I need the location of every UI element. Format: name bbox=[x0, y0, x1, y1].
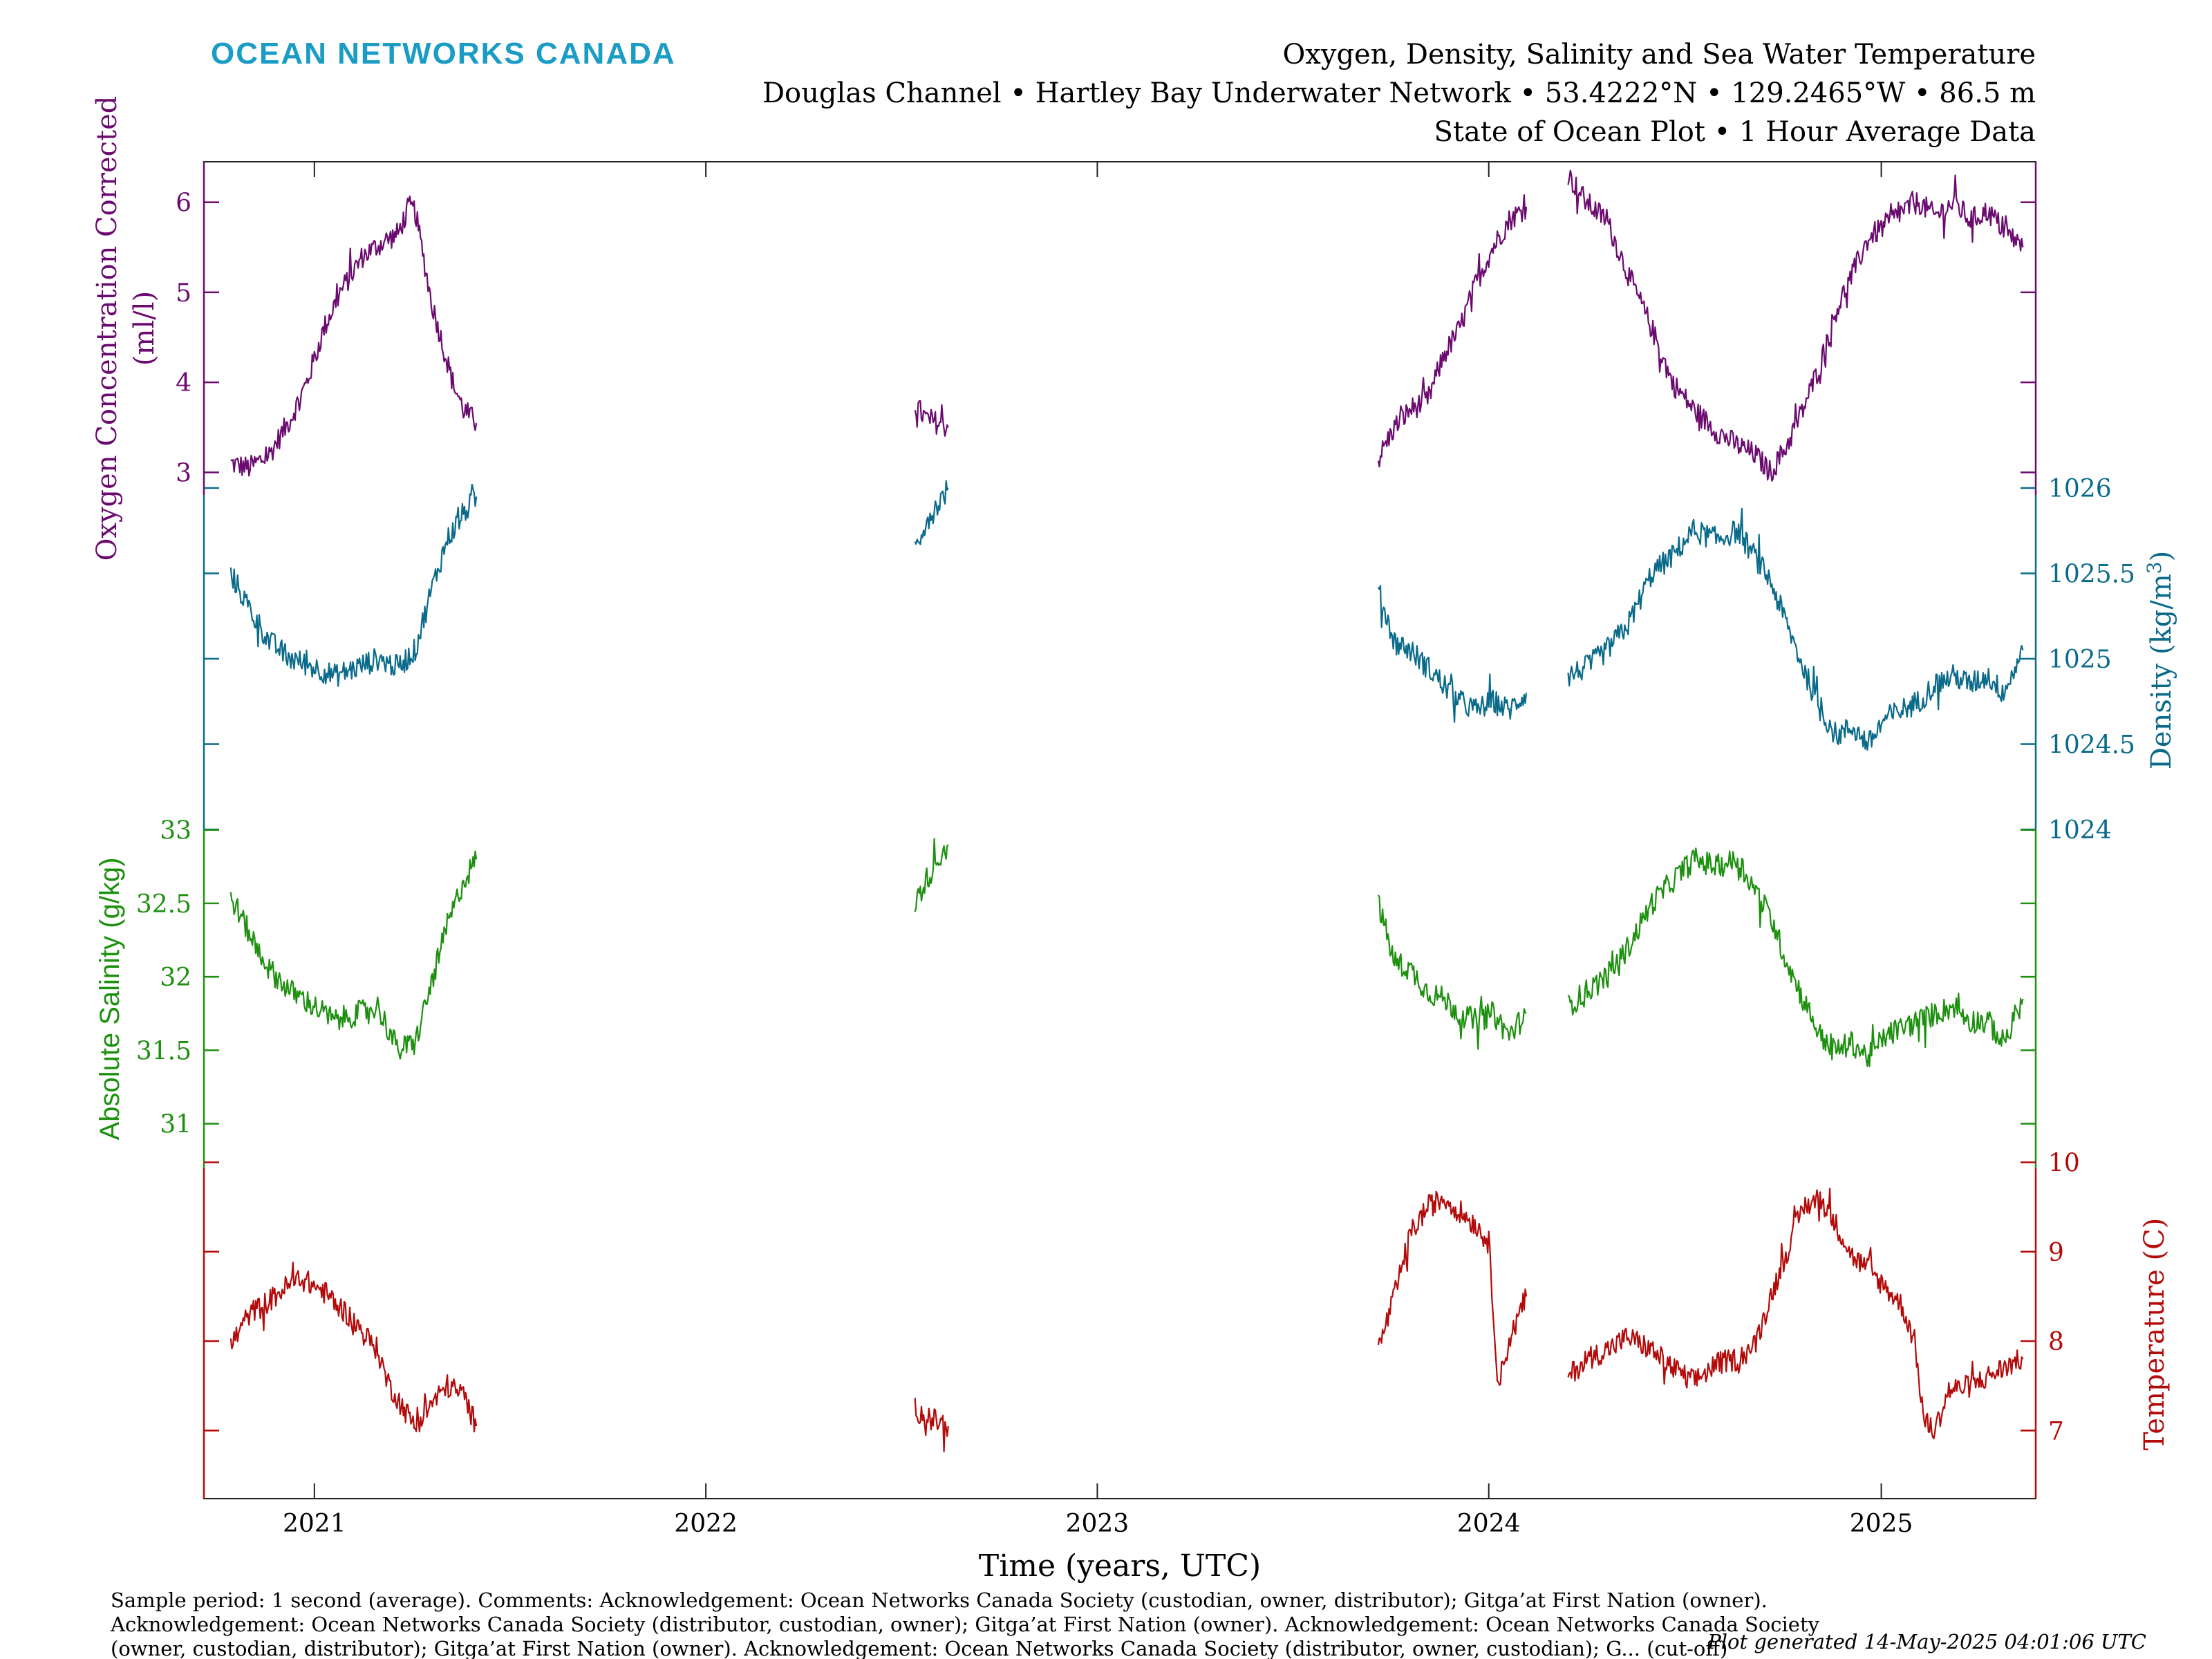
x-tick-label: 2025 bbox=[1850, 1510, 1913, 1538]
oxygen-axis-title-line2: (ml/l) bbox=[129, 291, 160, 366]
footer-comments-line3: (owner, custodian, distributor); Gitga’a… bbox=[111, 1637, 1727, 1659]
temperature-trace-segment-2 bbox=[914, 1398, 949, 1452]
chart-subtitle-location: Douglas Channel • Hartley Bay Underwater… bbox=[762, 77, 2036, 109]
temperature-tick-label: 7 bbox=[2048, 1417, 2064, 1445]
x-tick-label: 2023 bbox=[1066, 1510, 1130, 1538]
temperature-axis-title: Temperature (C) bbox=[2139, 1218, 2171, 1451]
density-series bbox=[229, 480, 2024, 751]
density-trace-segment-2 bbox=[914, 480, 949, 545]
oxygen-trace-segment-2 bbox=[914, 400, 949, 437]
absolute-salinity-trace-segment-3 bbox=[1377, 894, 1527, 1050]
density-trace-segment-3 bbox=[1377, 585, 1528, 723]
oxygen-tick-label: 6 bbox=[176, 189, 191, 218]
absolute-salinity-series bbox=[229, 838, 2024, 1067]
absolute-salinity-trace-segment-2 bbox=[914, 838, 949, 912]
temperature-series bbox=[229, 1188, 2024, 1452]
absolute-salinity-trace-segment-1 bbox=[229, 850, 478, 1060]
density-trace-segment-4 bbox=[1567, 507, 2024, 751]
oxygen-tick-label: 3 bbox=[176, 459, 191, 487]
x-axis-label: Time (years, UTC) bbox=[979, 1548, 1261, 1584]
plot-frame bbox=[203, 161, 2036, 1499]
temperature-tick-label: 10 bbox=[2048, 1149, 2080, 1177]
brand-logo: OCEAN NETWORKS CANADA bbox=[211, 37, 676, 71]
oxygen-tick-label: 4 bbox=[176, 369, 191, 397]
chart-subtitle-type: State of Ocean Plot • 1 Hour Average Dat… bbox=[1434, 116, 2036, 148]
oxygen-trace-segment-1 bbox=[230, 195, 478, 477]
footer-comments-line1: Sample period: 1 second (average). Comme… bbox=[111, 1588, 1768, 1612]
absolute-salinity-tick-label: 31 bbox=[160, 1111, 191, 1139]
oxygen-trace-segment-4 bbox=[1567, 169, 2024, 482]
temperature-trace-segment-1 bbox=[229, 1262, 478, 1433]
density-tick-label: 1024.5 bbox=[2048, 731, 2135, 760]
absolute-salinity-tick-label: 33 bbox=[160, 817, 191, 845]
temperature-tick-label: 8 bbox=[2048, 1328, 2064, 1356]
oxygen-series bbox=[230, 169, 2024, 482]
density-tick-label: 1026 bbox=[2048, 475, 2112, 503]
absolute-salinity-tick-label: 32.5 bbox=[136, 890, 191, 919]
series-layer bbox=[229, 169, 2024, 1452]
x-tick-label: 2021 bbox=[283, 1510, 346, 1538]
density-tick-label: 1024 bbox=[2048, 816, 2112, 845]
temperature-tick-label: 9 bbox=[2048, 1239, 2064, 1267]
density-trace-segment-1 bbox=[229, 483, 478, 687]
absolute-salinity-axis-title: Absolute Salinity (g/kg) bbox=[95, 857, 125, 1140]
temperature-trace-segment-3 bbox=[1377, 1190, 1528, 1386]
absolute-salinity-tick-label: 32 bbox=[160, 964, 191, 992]
oxygen-trace-segment-3 bbox=[1377, 194, 1528, 468]
density-axis-title: Density (kg/m3) bbox=[2143, 551, 2177, 770]
x-tick-label: 2022 bbox=[674, 1510, 738, 1538]
plot-generated-timestamp: Plot generated 14-May-2025 04:01:06 UTC bbox=[1707, 1630, 2146, 1653]
absolute-salinity-tick-label: 31.5 bbox=[136, 1037, 191, 1065]
axes-layer: 3 4 5 6 Oxygen Concentration Corrected (ml/l)… bbox=[91, 96, 2177, 1499]
footer-comments-line2: Acknowledgement: Ocean Networks Canada S… bbox=[110, 1613, 1820, 1636]
density-tick-label: 1025 bbox=[2048, 646, 2112, 674]
temperature-trace-segment-4 bbox=[1567, 1188, 2024, 1440]
density-tick-label: 1025.5 bbox=[2048, 561, 2135, 589]
oxygen-tick-label: 5 bbox=[176, 279, 191, 308]
x-tick-label: 2024 bbox=[1457, 1510, 1521, 1538]
oxygen-axis-title-line1: Oxygen Concentration Corrected bbox=[91, 96, 123, 561]
x-axis: 2021 2022 2023 2024 2025 bbox=[283, 162, 1913, 1538]
absolute-salinity-trace-segment-4 bbox=[1567, 847, 2024, 1067]
chart-title: Oxygen, Density, Salinity and Sea Water … bbox=[1283, 39, 2036, 71]
